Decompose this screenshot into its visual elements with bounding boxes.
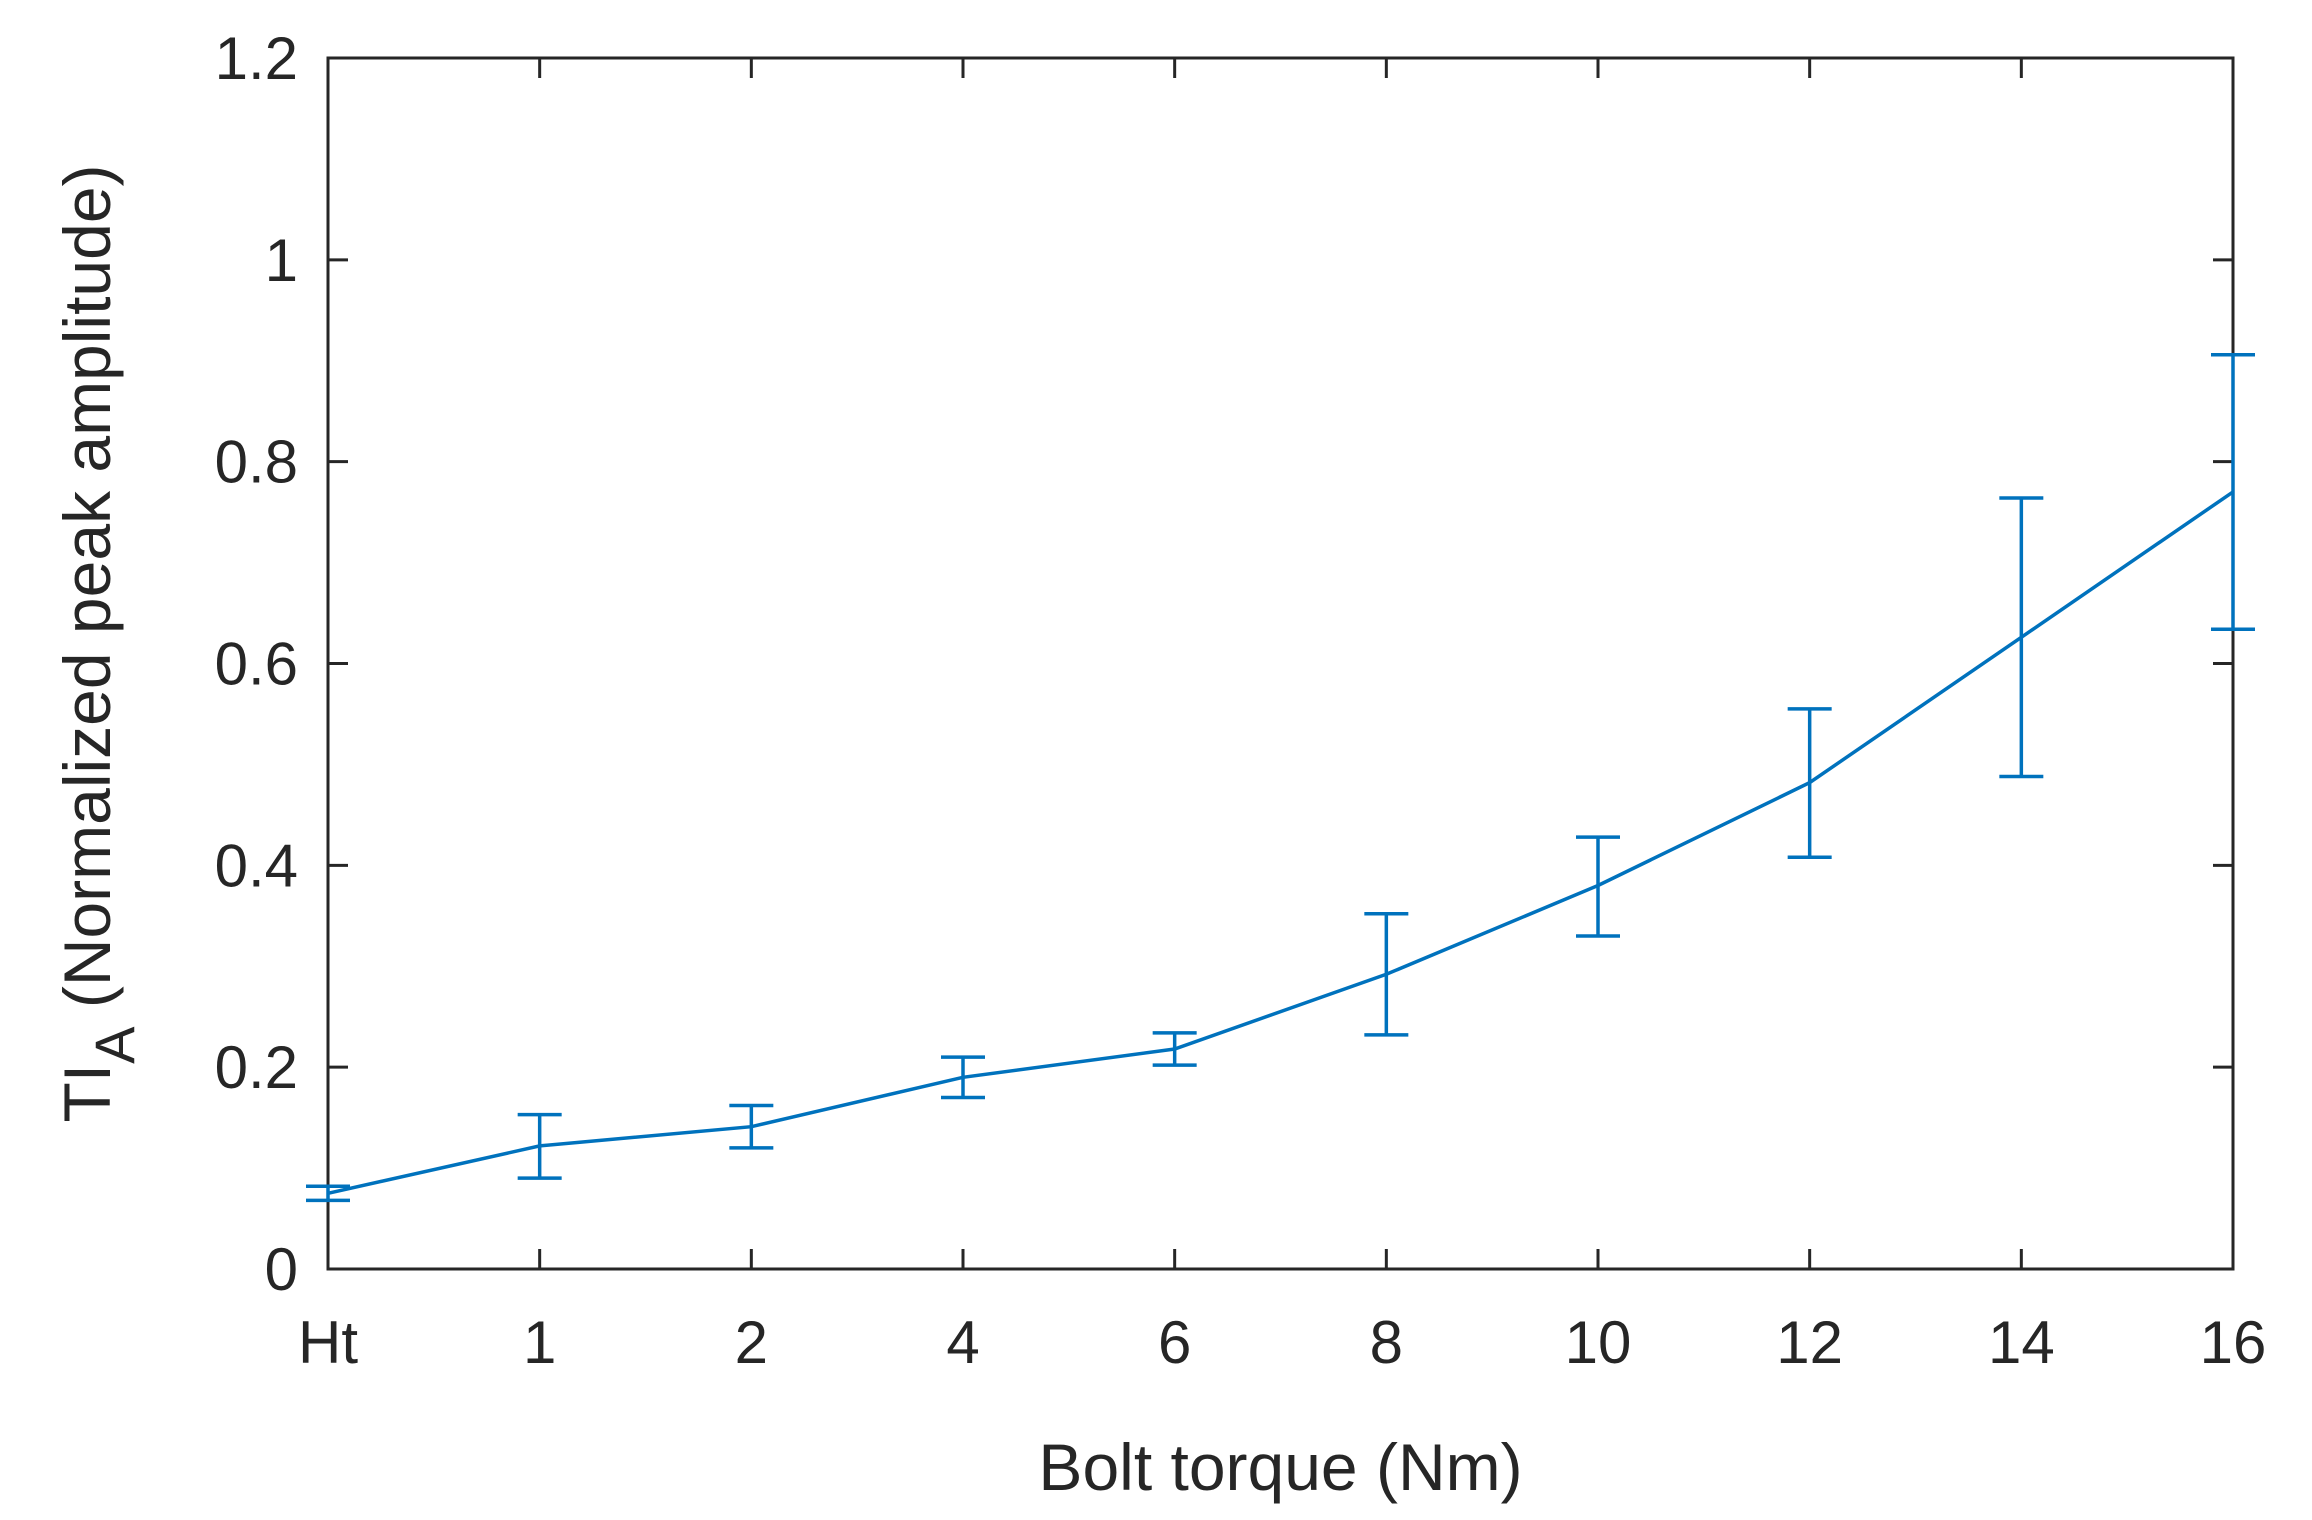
y-tick-label-5: 1 (265, 227, 298, 294)
x-tick-label-3: 4 (946, 1309, 979, 1376)
y-axis-title-rest: (Normalized peak amplitude) (50, 164, 124, 1026)
x-tick-label-0: Ht (298, 1309, 358, 1376)
y-tick-label-6: 1.2 (215, 25, 298, 92)
x-tick-label-4: 6 (1158, 1309, 1191, 1376)
y-tick-label-1: 0.2 (215, 1034, 298, 1101)
x-tick-label-1: 1 (523, 1309, 556, 1376)
series-line (327, 490, 2234, 1196)
y-tick-label-4: 0.8 (215, 429, 298, 496)
x-tick-label-7: 12 (1776, 1309, 1843, 1376)
error-bars (306, 352, 2255, 1203)
y-tick-label-2: 0.4 (215, 832, 298, 899)
y-axis-title: TIA (Normalized peak amplitude) (50, 164, 146, 1122)
axes-frame (326, 56, 2235, 1271)
x-axis-title: Bolt torque (Nm) (1038, 1430, 1522, 1504)
y-axis-title-main: TI (50, 1064, 124, 1123)
x-tick-label-6: 10 (1565, 1309, 1632, 1376)
x-tick-label-8: 14 (1988, 1309, 2055, 1376)
x-tick-label-5: 8 (1370, 1309, 1403, 1376)
y-axis: 0 0.2 0.4 0.6 0.8 1 1.2 (215, 25, 2233, 1303)
x-tick-label-2: 2 (735, 1309, 768, 1376)
x-axis: Ht 1 2 4 6 8 10 12 14 16 (298, 58, 2266, 1376)
y-tick-label-3: 0.6 (215, 631, 298, 698)
x-tick-label-9: 16 (2200, 1309, 2267, 1376)
y-tick-label-0: 0 (265, 1236, 298, 1303)
y-axis-title-subscript: A (83, 1026, 146, 1064)
axes-box (326, 56, 2235, 1271)
error-bar-0 (306, 1184, 350, 1203)
